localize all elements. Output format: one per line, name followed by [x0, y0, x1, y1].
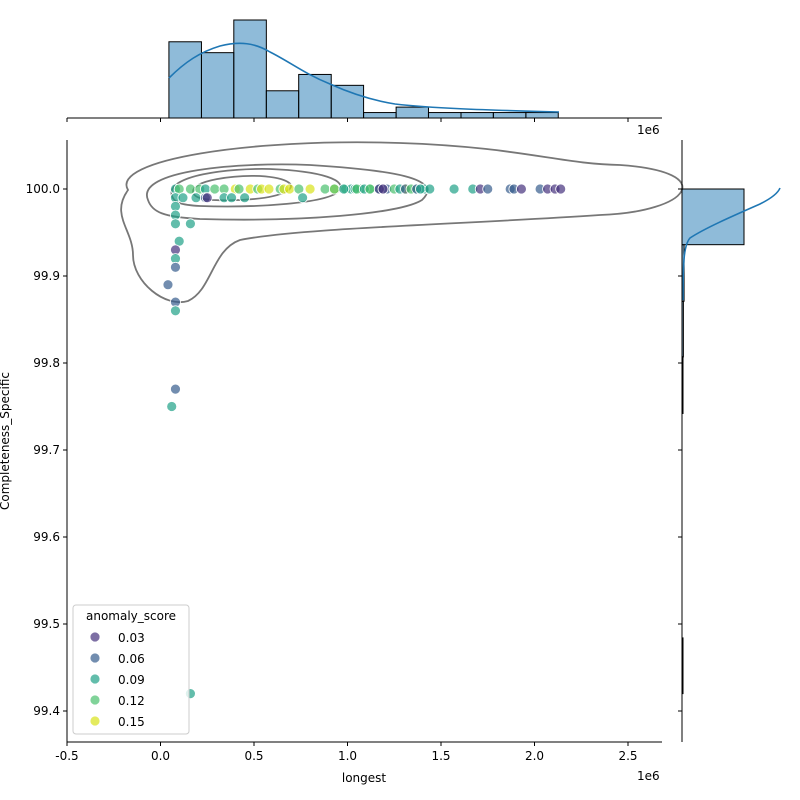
- x-offset-label-bottom: 1e6: [637, 769, 660, 783]
- data-point: [319, 183, 331, 195]
- data-point: [170, 218, 181, 230]
- data-point: [415, 183, 426, 195]
- data-point: [304, 183, 316, 195]
- legend-title: anomaly_score: [86, 609, 176, 623]
- data-point: [364, 183, 376, 195]
- y-tick-label: 99.9: [33, 269, 60, 283]
- data-point: [185, 218, 196, 230]
- data-point: [177, 192, 189, 204]
- histogram-bar: [330, 84, 365, 119]
- data-point: [162, 279, 174, 291]
- axes: [66, 117, 683, 743]
- kde-contours: [120, 141, 684, 304]
- y-axis-label: Completeness_Specific: [0, 372, 12, 510]
- histogram-bar: [492, 112, 527, 119]
- legend-label: 0.06: [118, 652, 145, 666]
- histogram-bar: [363, 112, 397, 119]
- data-point: [170, 305, 181, 317]
- histogram-bar: [298, 73, 332, 119]
- data-point: [209, 183, 221, 195]
- histogram-bar: [200, 52, 235, 119]
- legend-marker: [89, 631, 101, 643]
- histogram-bar: [265, 90, 300, 119]
- data-point: [190, 192, 202, 204]
- marginal-y-histogram: [681, 188, 745, 695]
- histogram-bar: [395, 106, 429, 119]
- data-point: [377, 183, 389, 195]
- data-point: [555, 183, 567, 195]
- y-tick-label: 99.5: [33, 617, 60, 631]
- x-tick-label: 0.5: [244, 749, 263, 763]
- scatter-points: [162, 183, 567, 699]
- legend-marker: [89, 673, 101, 685]
- data-point: [329, 183, 340, 195]
- x-axis-label: longest: [342, 771, 387, 785]
- x-tick-label: -0.5: [55, 749, 78, 763]
- data-point: [516, 183, 527, 195]
- data-point: [170, 261, 181, 273]
- legend-marker: [89, 652, 101, 664]
- x-tick-label: 0.0: [151, 749, 170, 763]
- data-point: [170, 383, 181, 395]
- x-tick-label: 1.5: [431, 749, 450, 763]
- y-tick-label: 99.6: [33, 530, 60, 544]
- data-point: [201, 192, 213, 204]
- data-point: [226, 192, 237, 204]
- kde-contour-2: [146, 163, 429, 221]
- x-offset-label-top: 1e6: [637, 123, 660, 137]
- data-point: [297, 192, 309, 204]
- histogram-bar: [427, 112, 462, 119]
- histogram-bar: [525, 112, 559, 119]
- marginal-x-kde: [168, 42, 560, 113]
- y-tick-label: 99.7: [33, 443, 60, 457]
- marginal-y-kde: [682, 187, 781, 301]
- histogram-bar: [460, 112, 494, 119]
- data-point: [263, 183, 275, 195]
- y-tick-label: 99.4: [33, 704, 60, 718]
- data-point: [239, 192, 251, 204]
- data-point: [284, 183, 295, 195]
- data-point: [338, 183, 350, 195]
- data-point: [233, 183, 245, 195]
- data-point: [185, 183, 196, 195]
- legend-label: 0.12: [118, 694, 145, 708]
- histogram-bar: [233, 19, 267, 119]
- data-point: [448, 183, 460, 195]
- histogram-bar: [168, 41, 202, 119]
- x-tick-label: 2.0: [525, 749, 544, 763]
- legend-marker: [89, 694, 101, 706]
- marginal-x-histogram: [168, 19, 559, 119]
- y-tick-label: 99.8: [33, 356, 60, 370]
- data-point: [166, 401, 178, 412]
- histogram-bar: [681, 188, 745, 246]
- data-point: [482, 183, 494, 195]
- kde-contour-outer: [120, 141, 684, 304]
- tick-marks: -0.5 0.0 0.5 1.0 1.5 2.0 2.5 99.4 99.5 99.6 99.7 99…: [26, 118, 682, 763]
- y-tick-label: 100.0: [26, 182, 60, 196]
- legend-marker: [89, 715, 101, 727]
- legend: anomaly_score 0.03 0.06 0.09 0.12 0.15: [72, 604, 190, 735]
- legend-label: 0.03: [118, 631, 145, 645]
- legend-label: 0.09: [118, 673, 145, 687]
- legend-label: 0.15: [118, 715, 145, 729]
- x-tick-label: 1.0: [338, 749, 357, 763]
- data-point: [424, 183, 436, 195]
- x-tick-label: 2.5: [618, 749, 637, 763]
